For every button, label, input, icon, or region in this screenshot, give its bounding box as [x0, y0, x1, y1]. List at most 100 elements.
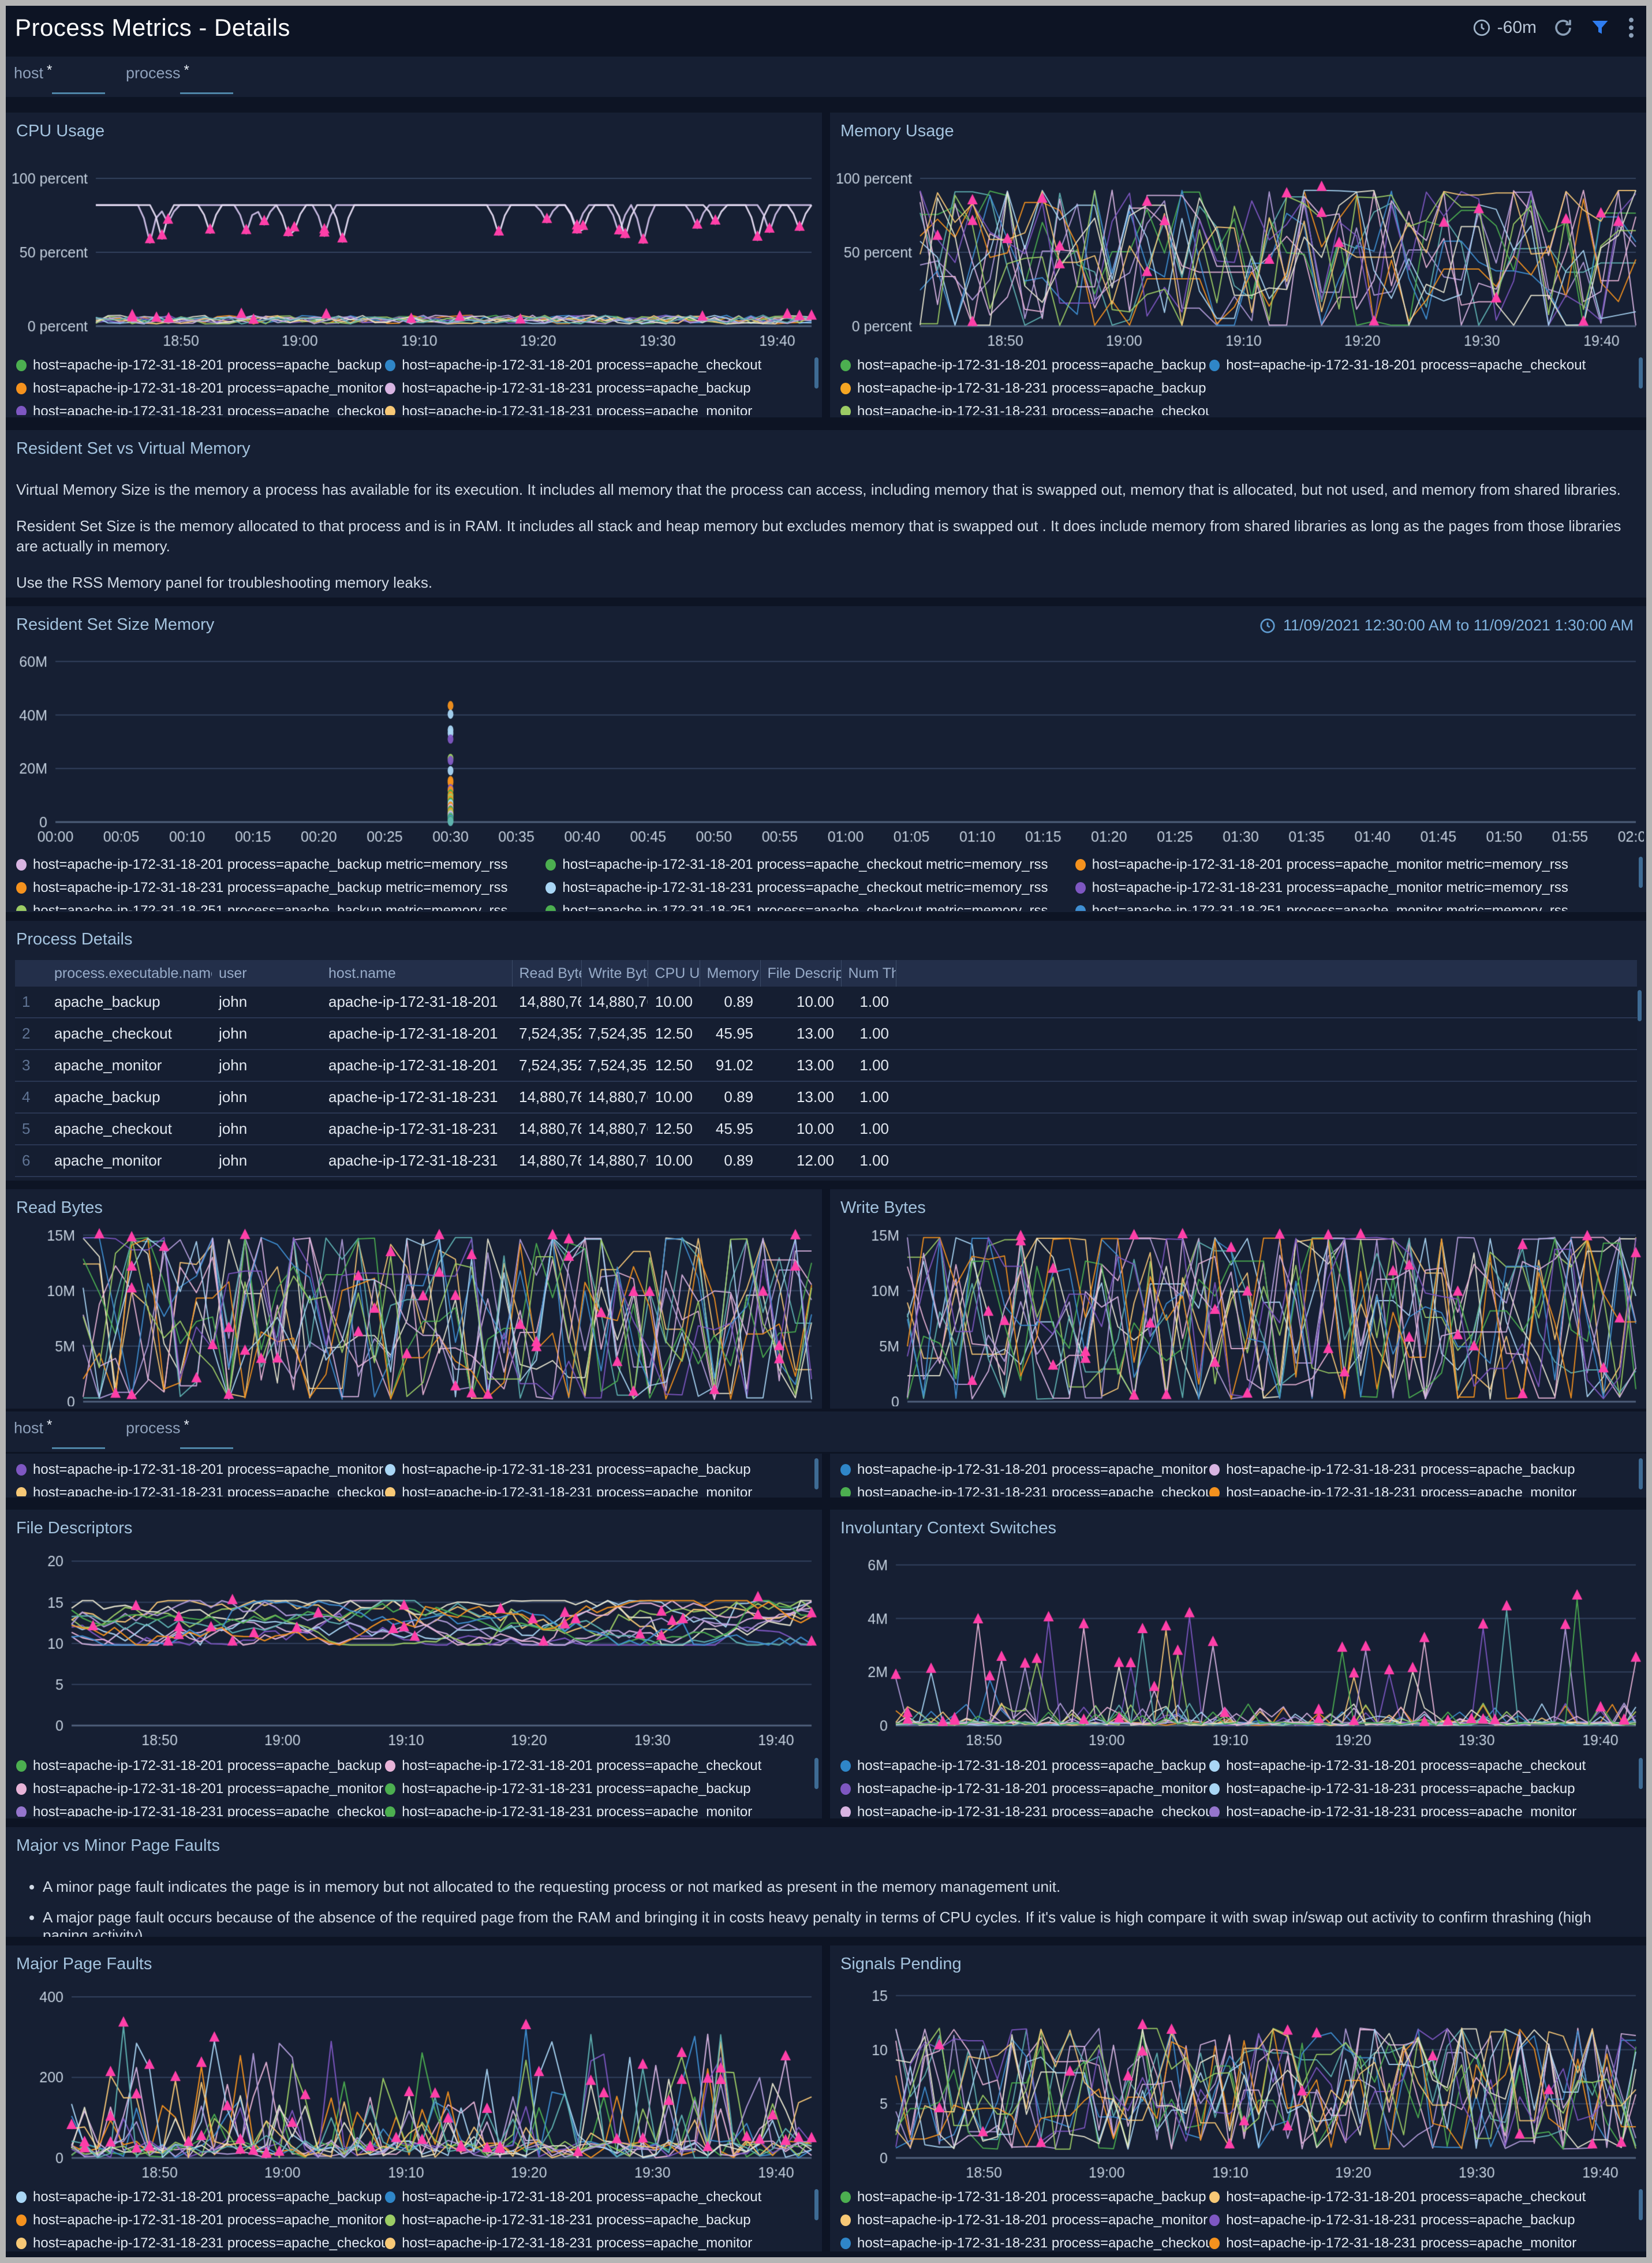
legend-item[interactable]: host=apache-ip-172-31-18-201 process=apa… [545, 857, 1075, 873]
legend-item[interactable]: host=apache-ip-172-31-18-251 process=apa… [1075, 903, 1621, 911]
legend-item[interactable]: host=apache-ip-172-31-18-201 process=apa… [16, 357, 385, 374]
column-header[interactable] [15, 960, 47, 987]
write-bytes-chart[interactable] [832, 1223, 1644, 1406]
host-filter-input[interactable] [52, 82, 105, 94]
table-row[interactable]: 2 apache_checkout john apache-ip-172-31-18-… [15, 1018, 1637, 1050]
legend-item[interactable]: host=apache-ip-172-31-18-201 process=apa… [840, 1758, 1209, 1774]
column-header[interactable]: Read Bytes [511, 960, 581, 987]
legend-item[interactable]: host=apache-ip-172-31-18-231 process=apa… [385, 2212, 801, 2228]
legend-scrollbar[interactable] [1639, 357, 1643, 389]
legend-item[interactable]: host=apache-ip-172-31-18-231 process=apa… [1209, 2212, 1625, 2228]
legend-item[interactable]: host=apache-ip-172-31-18-201 process=apa… [840, 2212, 1209, 2228]
table-row[interactable]: 3 apache_monitor john apache-ip-172-31-18-2… [15, 1050, 1637, 1082]
column-header[interactable]: Num Threads [840, 960, 896, 987]
legend-item[interactable]: host=apache-ip-172-31-18-231 process=apa… [385, 1781, 801, 1797]
column-header[interactable]: CPU Usage [647, 960, 700, 987]
host-filter-input[interactable] [52, 1437, 105, 1449]
legend-item[interactable]: host=apache-ip-172-31-18-201 process=apa… [840, 1462, 1209, 1478]
legend-item[interactable]: host=apache-ip-172-31-18-251 process=apa… [545, 903, 1075, 911]
legend-scrollbar[interactable] [1639, 857, 1643, 888]
series-color-dot [1075, 859, 1086, 871]
legend-item[interactable]: host=apache-ip-172-31-18-201 process=apa… [16, 1758, 385, 1774]
legend-item[interactable]: host=apache-ip-172-31-18-201 process=apa… [1209, 357, 1625, 374]
column-header[interactable]: host.name [322, 960, 512, 987]
legend-item[interactable]: host=apache-ip-172-31-18-201 process=apa… [16, 1462, 385, 1478]
legend-scrollbar[interactable] [1639, 1758, 1643, 1789]
legend-scrollbar[interactable] [1639, 2189, 1643, 2220]
legend-item[interactable]: host=apache-ip-172-31-18-231 process=apa… [385, 2235, 801, 2250]
process-details-table[interactable]: process.executable.name user host.name Read… [15, 960, 1637, 1181]
file-descriptors-chart[interactable] [8, 1543, 820, 1751]
legend-item[interactable]: host=apache-ip-172-31-18-201 process=apa… [16, 2189, 385, 2205]
memory-usage-chart[interactable] [832, 146, 1644, 352]
table-row[interactable]: 6 apache_monitor john apache-ip-172-31-18-2… [15, 1145, 1637, 1177]
legend-scrollbar[interactable] [814, 357, 818, 389]
legend-scrollbar[interactable] [814, 2189, 818, 2220]
legend-scrollbar[interactable] [814, 1758, 818, 1789]
process-filter-input[interactable] [180, 82, 233, 94]
legend-item[interactable]: host=apache-ip-172-31-18-231 process=apa… [840, 1485, 1209, 1496]
legend-item[interactable]: host=apache-ip-172-31-18-231 process=apa… [1209, 1804, 1625, 1817]
column-header[interactable]: process.executable.name [47, 960, 212, 987]
legend-item[interactable]: host=apache-ip-172-31-18-231 process=apa… [840, 404, 1209, 415]
legend-label: host=apache-ip-172-31-18-201 process=apa… [33, 1462, 384, 1477]
legend-item[interactable]: host=apache-ip-172-31-18-231 process=apa… [16, 2235, 385, 2250]
read-bytes-chart[interactable] [8, 1223, 820, 1406]
involuntary-context-switches-chart[interactable] [832, 1543, 1644, 1751]
legend-item[interactable]: host=apache-ip-172-31-18-201 process=apa… [385, 357, 801, 374]
column-header[interactable]: user [212, 960, 322, 987]
process-filter-input[interactable] [180, 1437, 233, 1449]
signals-pending-chart[interactable] [832, 1979, 1644, 2183]
legend-item[interactable]: host=apache-ip-172-31-18-231 process=apa… [1075, 880, 1621, 896]
table-cell: 45.95 [700, 1018, 760, 1050]
legend-item[interactable]: host=apache-ip-172-31-18-231 process=apa… [545, 880, 1075, 896]
column-header[interactable]: Memory Usage [699, 960, 760, 987]
time-range-control[interactable]: -60m [1472, 18, 1537, 38]
legend-item[interactable]: host=apache-ip-172-31-18-231 process=apa… [16, 1804, 385, 1817]
legend-item[interactable]: host=apache-ip-172-31-18-201 process=apa… [840, 357, 1209, 374]
legend-item[interactable]: host=apache-ip-172-31-18-231 process=apa… [16, 1485, 385, 1496]
legend-item[interactable]: host=apache-ip-172-31-18-201 process=apa… [1209, 2189, 1625, 2205]
table-row[interactable]: 4 apache_backup john apache-ip-172-31-18-23… [15, 1081, 1637, 1114]
legend-item[interactable]: host=apache-ip-172-31-18-231 process=apa… [1209, 2235, 1625, 2250]
legend-item[interactable]: host=apache-ip-172-31-18-201 process=apa… [385, 2189, 801, 2205]
legend-item[interactable]: host=apache-ip-172-31-18-201 process=apa… [16, 2212, 385, 2228]
cpu-usage-chart[interactable] [8, 146, 820, 352]
legend-item[interactable]: host=apache-ip-172-31-18-231 process=apa… [840, 1804, 1209, 1817]
column-header[interactable]: Write Bytes [581, 960, 648, 987]
legend-item[interactable]: host=apache-ip-172-31-18-231 process=apa… [385, 380, 801, 397]
legend-item[interactable]: host=apache-ip-172-31-18-231 process=apa… [1209, 1781, 1625, 1797]
legend-item[interactable]: host=apache-ip-172-31-18-231 process=apa… [385, 1462, 801, 1478]
table-row[interactable]: 5 apache_checkout john apache-ip-172-31-18-… [15, 1113, 1637, 1145]
legend-item[interactable]: host=apache-ip-172-31-18-201 process=apa… [840, 1781, 1209, 1797]
rss-time-range[interactable]: 11/09/2021 12:30:00 AM to 11/09/2021 1:3… [1259, 617, 1634, 634]
legend-item[interactable]: host=apache-ip-172-31-18-201 process=apa… [385, 1758, 801, 1774]
table-scrollbar[interactable] [1638, 990, 1642, 1021]
legend-item[interactable]: host=apache-ip-172-31-18-201 process=apa… [16, 1781, 385, 1797]
column-header[interactable]: File Descriptors [760, 960, 841, 987]
legend-scrollbar[interactable] [814, 1458, 818, 1489]
legend-item[interactable]: host=apache-ip-172-31-18-231 process=apa… [1209, 1485, 1625, 1496]
legend-item[interactable]: host=apache-ip-172-31-18-231 process=apa… [840, 380, 1209, 397]
legend-item[interactable]: host=apache-ip-172-31-18-201 process=apa… [840, 2189, 1209, 2205]
table-row[interactable]: 1 apache_backup john apache-ip-172-31-18-20… [15, 987, 1637, 1018]
legend-scrollbar[interactable] [1639, 1458, 1643, 1489]
legend-item[interactable]: host=apache-ip-172-31-18-231 process=apa… [16, 404, 385, 415]
legend-item[interactable]: host=apache-ip-172-31-18-231 process=apa… [840, 2235, 1209, 2250]
major-page-faults-chart[interactable] [8, 1979, 820, 2183]
legend-item[interactable]: host=apache-ip-172-31-18-231 process=apa… [385, 404, 801, 415]
legend-item[interactable]: host=apache-ip-172-31-18-231 process=apa… [16, 880, 545, 896]
legend-item[interactable]: host=apache-ip-172-31-18-251 process=apa… [16, 903, 545, 911]
legend-item[interactable]: host=apache-ip-172-31-18-231 process=apa… [1209, 1462, 1625, 1478]
legend-item[interactable]: host=apache-ip-172-31-18-231 process=apa… [385, 1804, 801, 1817]
rss-memory-chart[interactable] [8, 640, 1644, 847]
table-row[interactable]: 7apache_backupjohnapache-ip-172-31-18-25… [15, 1177, 1637, 1181]
refresh-icon[interactable] [1553, 17, 1573, 38]
legend-item[interactable]: host=apache-ip-172-31-18-201 process=apa… [1075, 857, 1621, 873]
legend-item[interactable]: host=apache-ip-172-31-18-201 process=apa… [16, 857, 545, 873]
legend-item[interactable]: host=apache-ip-172-31-18-201 process=apa… [16, 380, 385, 397]
legend-item[interactable]: host=apache-ip-172-31-18-231 process=apa… [385, 1485, 801, 1496]
filter-icon[interactable] [1590, 17, 1610, 38]
kebab-menu-icon[interactable] [1627, 16, 1636, 39]
legend-item[interactable]: host=apache-ip-172-31-18-201 process=apa… [1209, 1758, 1625, 1774]
